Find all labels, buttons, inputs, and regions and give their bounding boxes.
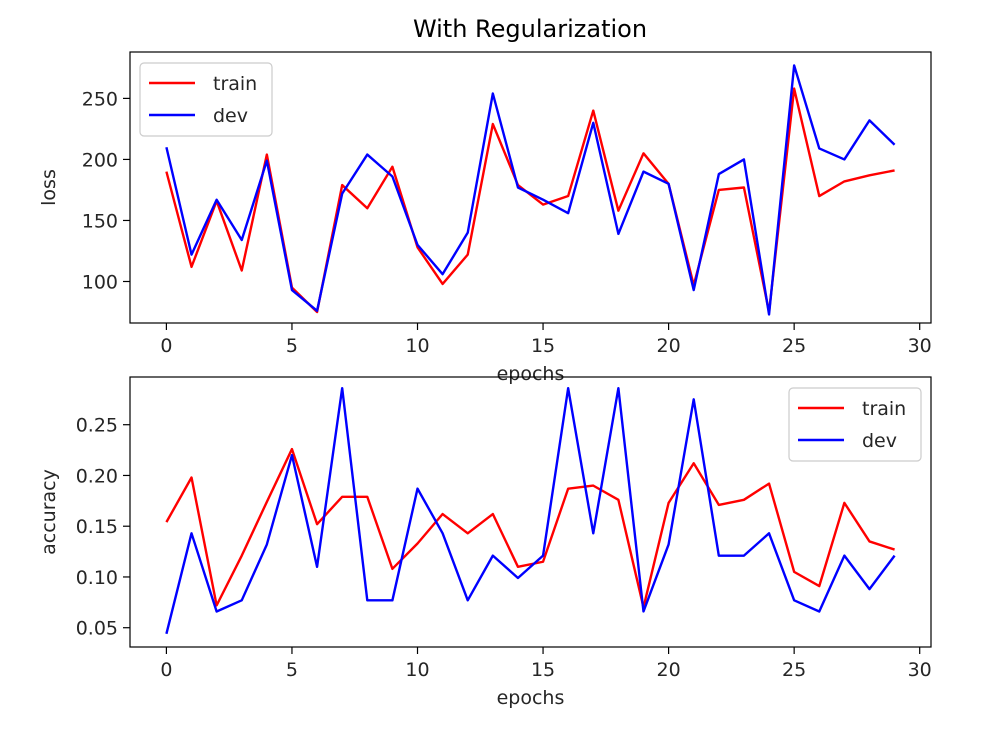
y-tick-label-1-4: 0.25 [76, 415, 118, 437]
y-axis-label-1: accuracy [38, 469, 60, 555]
charts-root: 0 5 10 15 20 25 30100150200250epochslosstraind… [38, 51, 932, 709]
legend-label-dev-1: dev [862, 430, 897, 452]
x-tick-label-0-6: 30 [908, 335, 932, 357]
x-axis-label-1: epochs [497, 687, 565, 709]
chart-panel-0: 0 5 10 15 20 25 30 100 150 200 250 epochs loss train d… [38, 51, 932, 385]
x-tick-label-1-5: 25 [782, 659, 806, 681]
series-line-dev-0 [165, 64, 896, 316]
legend-label-train-1: train [862, 398, 906, 420]
legend-box-0 [139, 62, 273, 137]
legend-box-1 [788, 387, 922, 462]
y-tick-label-1-2: 0.15 [76, 516, 118, 538]
x-tick-label-0-2: 10 [405, 335, 429, 357]
figure-title: With Regularization [413, 15, 647, 43]
y-tick-label-0-3: 250 [82, 88, 118, 110]
legend-1: train dev [788, 387, 922, 462]
plot-frame-1 [129, 376, 932, 648]
y-tick-label-0-0: 100 [82, 271, 118, 293]
y-tick-label-0-1: 150 [82, 210, 118, 232]
legend-label-dev-0: dev [213, 105, 248, 127]
series-line-train-1 [165, 447, 895, 609]
y-tick-label-1-0: 0.05 [76, 618, 118, 640]
x-axis-label-0: epochs [497, 363, 565, 385]
x-tick-label-1-3: 15 [531, 659, 555, 681]
x-tick-label-1-2: 10 [405, 659, 429, 681]
x-tick-label-1-1: 5 [286, 659, 298, 681]
x-tick-label-0-3: 15 [531, 335, 555, 357]
legend-label-train-0: train [213, 73, 257, 95]
x-tick-label-1-0: 0 [160, 659, 172, 681]
x-tick-label-0-5: 25 [782, 335, 806, 357]
x-tick-label-0-1: 5 [286, 335, 298, 357]
x-tick-label-1-4: 20 [657, 659, 681, 681]
y-tick-label-1-1: 0.10 [76, 567, 118, 589]
y-tick-label-0-2: 200 [82, 149, 118, 171]
chart-panel-1: 0 5 10 15 20 25 30 0.05 0.10 0.15 0.20 0.25 epochs ac… [38, 376, 932, 709]
x-tick-label-0-0: 0 [160, 335, 172, 357]
series-line-dev-1 [165, 386, 896, 635]
legend-0: train dev [139, 62, 273, 137]
x-tick-label-0-4: 20 [657, 335, 681, 357]
x-tick-label-1-6: 30 [908, 659, 932, 681]
y-tick-label-1-3: 0.20 [76, 465, 118, 487]
y-axis-label-0: loss [38, 169, 60, 206]
plot-frame-0 [129, 51, 932, 324]
